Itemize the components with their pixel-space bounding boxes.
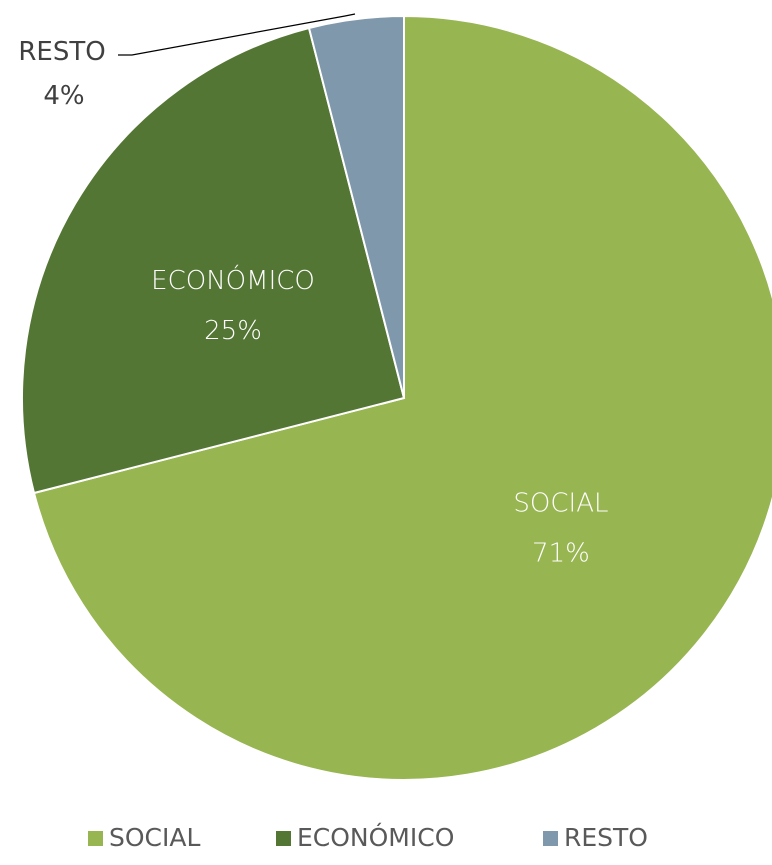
legend-label-economico: ECONÓMICO [297,823,455,852]
legend-item-social: SOCIAL [88,818,200,858]
legend-swatch-resto [543,830,558,846]
leader-line-resto [118,13,356,56]
pie-slices [21,14,772,781]
legend-item-resto: RESTO [543,818,648,858]
slice-label-economico: ECONÓMICO [151,264,315,296]
slice-value-economico: 25% [204,316,262,346]
legend-label-social: SOCIAL [109,823,201,852]
legend-item-economico: ECONÓMICO [276,818,454,858]
pie-slice-resto [307,14,405,399]
pie-slice-social [32,14,772,781]
legend-swatch-social [88,830,103,846]
legend-label-resto: RESTO [564,823,648,852]
legend: SOCIAL ECONÓMICO RESTO [0,818,772,858]
slice-label-resto: RESTO [18,37,105,67]
slice-value-resto: 4% [43,81,84,111]
pie-slice-economico [21,26,406,495]
slice-value-social: 71% [532,539,590,569]
pie-labels: SOCIAL 71% ECONÓMICO 25% RESTO 4% [18,13,608,569]
slice-label-social: SOCIAL [513,489,608,519]
legend-swatch-economico [276,830,291,846]
